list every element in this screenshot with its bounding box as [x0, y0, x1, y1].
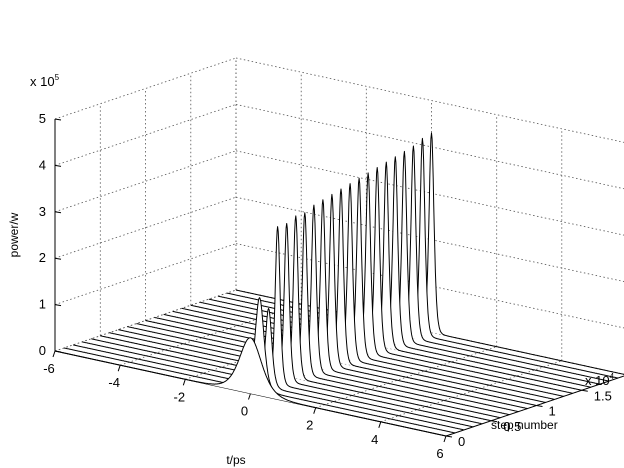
data-trace [109, 212, 501, 419]
x-tick-label: -6 [43, 361, 55, 376]
data-trace [127, 199, 519, 413]
data-trace [163, 177, 555, 400]
z-tick-mark [54, 118, 62, 121]
x-axis-label: t/ps [226, 453, 245, 467]
z-tick-mark [54, 257, 62, 260]
x-tick-mark [117, 365, 121, 372]
z-tick-label: 3 [39, 204, 46, 219]
z-tick-label: 2 [39, 250, 46, 265]
data-trace [82, 226, 474, 428]
y-tick-label: 1.5 [594, 388, 612, 403]
data-trace [199, 156, 591, 388]
x-tick-mark [313, 407, 317, 414]
y-tick-mark [581, 389, 588, 392]
z-tick-mark [54, 164, 62, 167]
data-trace [118, 204, 510, 416]
x-tick-mark [443, 435, 447, 443]
x-tick-label: 6 [436, 446, 443, 461]
x-tick-label: 2 [306, 418, 313, 433]
x-tick-label: 0 [241, 404, 248, 419]
grid-line [235, 57, 624, 143]
x-tick-label: -4 [108, 375, 120, 390]
z-tick-mark [54, 211, 62, 214]
y-tick-label: 1 [549, 404, 556, 419]
y-tick-mark [536, 405, 543, 407]
data-trace [190, 161, 582, 391]
y-tick-label: 0.5 [503, 419, 521, 434]
z-tick-label: 4 [39, 157, 46, 172]
z-tick-label: 5 [39, 111, 46, 126]
y-tick-mark [445, 435, 453, 438]
data-trace [73, 308, 465, 431]
data-trace [208, 150, 600, 385]
y-axis-label: step number [491, 418, 558, 432]
data-trace [154, 183, 546, 403]
data-trace [172, 172, 564, 397]
data-trace [100, 215, 492, 422]
z-tick-mark [54, 304, 62, 307]
x-tick-mark [182, 379, 186, 386]
z-multiplier: x 105 [30, 73, 60, 89]
data-traces [54, 132, 624, 437]
data-trace [145, 188, 537, 406]
data-trace [91, 223, 483, 425]
x-tick-mark [248, 393, 251, 400]
x-tick-label: -2 [174, 389, 186, 404]
data-trace [181, 167, 573, 394]
data-trace [54, 337, 447, 437]
z-axis-label: power/w [7, 212, 21, 257]
y-multiplier: x 104 [585, 372, 615, 388]
z-tick-label: 0 [39, 343, 46, 358]
y-tick-mark [491, 420, 498, 423]
x-tick-mark [378, 421, 382, 428]
x-tick-mark [52, 350, 56, 358]
x-tick-label: 4 [371, 432, 378, 447]
data-trace [136, 193, 528, 410]
z-tick-label: 1 [39, 297, 46, 312]
y-tick-label: 0 [458, 434, 465, 449]
